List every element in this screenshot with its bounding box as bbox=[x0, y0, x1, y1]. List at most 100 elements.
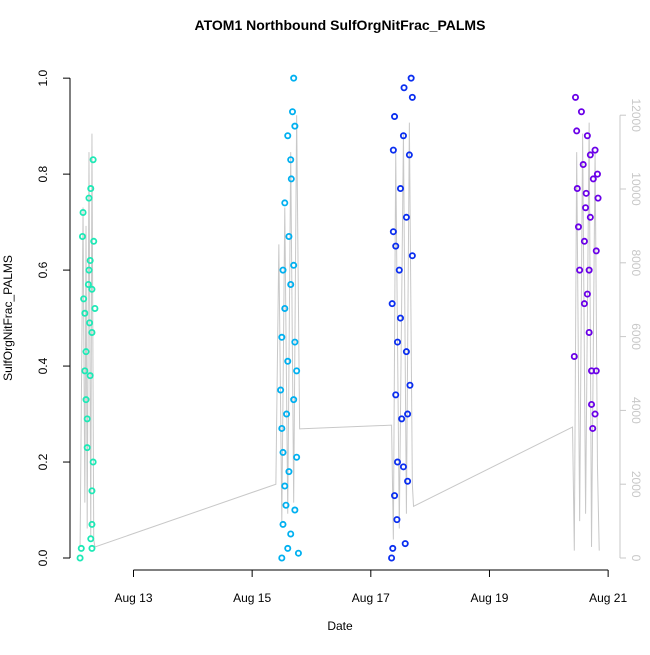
point bbox=[586, 213, 594, 221]
point bbox=[278, 554, 286, 562]
point bbox=[391, 113, 399, 121]
point bbox=[582, 204, 590, 212]
point bbox=[593, 170, 601, 178]
point bbox=[291, 506, 299, 514]
x-axis-label: Date bbox=[327, 619, 353, 633]
point bbox=[399, 132, 407, 140]
point bbox=[284, 544, 292, 552]
point bbox=[85, 194, 93, 202]
point bbox=[277, 386, 285, 394]
y-tick-label: 0.8 bbox=[36, 165, 50, 182]
point bbox=[86, 319, 94, 327]
altitude-line bbox=[79, 115, 600, 551]
point bbox=[407, 74, 415, 82]
point bbox=[88, 544, 96, 552]
point bbox=[573, 185, 581, 193]
point bbox=[89, 458, 97, 466]
point bbox=[83, 415, 91, 423]
point bbox=[406, 381, 414, 389]
point bbox=[394, 338, 402, 346]
point bbox=[287, 530, 295, 538]
point bbox=[278, 333, 286, 341]
point bbox=[591, 410, 599, 418]
point bbox=[290, 74, 298, 82]
point bbox=[287, 156, 295, 164]
point bbox=[392, 242, 400, 250]
point bbox=[285, 233, 293, 241]
x-tick-label: Aug 15 bbox=[233, 591, 271, 605]
y2-tick-label: 8000 bbox=[629, 249, 643, 276]
point bbox=[404, 410, 412, 418]
chart-title: ATOM1 Northbound SulfOrgNitFrac_PALMS bbox=[195, 17, 486, 33]
point bbox=[88, 520, 96, 528]
point bbox=[89, 156, 97, 164]
point bbox=[285, 468, 293, 476]
point bbox=[80, 295, 88, 303]
point bbox=[88, 328, 96, 336]
point bbox=[585, 266, 593, 274]
y-tick-label: 0.4 bbox=[36, 357, 50, 374]
y2-tick-label: 2000 bbox=[629, 471, 643, 498]
x-tick-label: Aug 21 bbox=[589, 591, 627, 605]
y2-tick-label: 4000 bbox=[629, 397, 643, 424]
point bbox=[279, 520, 287, 528]
point bbox=[400, 84, 408, 92]
point bbox=[76, 554, 84, 562]
point bbox=[586, 151, 594, 159]
point bbox=[282, 501, 290, 509]
point bbox=[79, 209, 87, 217]
point bbox=[86, 256, 94, 264]
point bbox=[394, 458, 402, 466]
point bbox=[287, 280, 295, 288]
point bbox=[87, 185, 95, 193]
point bbox=[279, 266, 287, 274]
point bbox=[90, 237, 98, 245]
y-axis-label: SulfOrgNitFrac_PALMS bbox=[1, 255, 15, 381]
point bbox=[572, 93, 580, 101]
point bbox=[408, 93, 416, 101]
point bbox=[393, 516, 401, 524]
point bbox=[284, 132, 292, 140]
point bbox=[570, 352, 578, 360]
point bbox=[574, 223, 582, 231]
point bbox=[83, 444, 91, 452]
x-tick-label: Aug 13 bbox=[114, 591, 152, 605]
point bbox=[389, 544, 397, 552]
point bbox=[77, 544, 85, 552]
point bbox=[291, 122, 299, 130]
point bbox=[408, 252, 416, 260]
point bbox=[594, 194, 602, 202]
point bbox=[582, 189, 590, 197]
point bbox=[389, 228, 397, 236]
point bbox=[388, 554, 396, 562]
x-tick-label: Aug 19 bbox=[470, 591, 508, 605]
point bbox=[82, 396, 90, 404]
point bbox=[579, 161, 587, 169]
point bbox=[589, 175, 597, 183]
point bbox=[281, 482, 289, 490]
point bbox=[281, 199, 289, 207]
point bbox=[392, 391, 400, 399]
point bbox=[279, 448, 287, 456]
y-tick-label: 1.0 bbox=[36, 69, 50, 86]
point bbox=[585, 328, 593, 336]
point bbox=[580, 237, 588, 245]
point bbox=[88, 487, 96, 495]
point bbox=[401, 540, 409, 548]
point bbox=[396, 314, 404, 322]
point bbox=[87, 535, 95, 543]
point bbox=[395, 266, 403, 274]
point bbox=[402, 213, 410, 221]
point bbox=[391, 492, 399, 500]
point bbox=[399, 463, 407, 471]
point bbox=[85, 266, 93, 274]
point bbox=[573, 127, 581, 135]
point bbox=[293, 453, 301, 461]
point bbox=[288, 108, 296, 116]
point bbox=[389, 146, 397, 154]
point bbox=[396, 185, 404, 193]
point bbox=[283, 410, 291, 418]
point bbox=[576, 266, 584, 274]
point bbox=[291, 338, 299, 346]
